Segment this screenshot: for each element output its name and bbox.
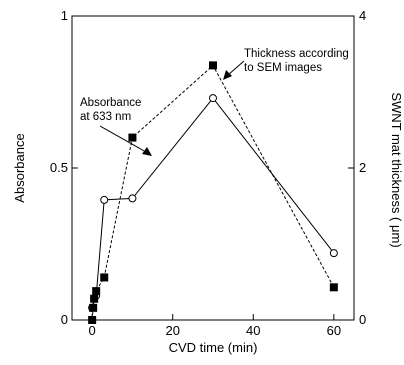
annotation-thickness-arrow xyxy=(227,60,245,76)
series-layer xyxy=(88,61,338,324)
data-point-square xyxy=(88,316,97,324)
data-point-circle xyxy=(128,194,137,203)
series-2 xyxy=(88,61,338,324)
data-point-square xyxy=(128,133,137,142)
series-line xyxy=(91,97,335,308)
y-left-tick-label: 0 xyxy=(61,312,68,327)
annotation-layer: Absorbance at 633 nm Thickness according to… xyxy=(80,48,349,156)
y-left-tick-label: 1 xyxy=(61,8,68,23)
series-1 xyxy=(88,94,338,312)
annotation-absorbance-arrowhead xyxy=(142,147,152,156)
axes: 0 20 40 60 0 0.5 1 0 2 4 CVD time (min) Absorbance S… xyxy=(12,8,404,355)
data-point-circle xyxy=(209,94,217,103)
series-line xyxy=(91,64,335,321)
data-point-circle xyxy=(329,249,338,258)
y-left-tick-label: 0.5 xyxy=(50,160,68,175)
data-point-square xyxy=(209,61,217,70)
x-axis-label: CVD time (min) xyxy=(169,340,258,355)
x-tick-label: 40 xyxy=(246,323,260,338)
annotation-absorbance-text: at 633 nm xyxy=(80,111,131,123)
y-right-tick-label: 4 xyxy=(359,8,366,23)
data-point-square xyxy=(89,303,98,312)
y-right-tick-label: 2 xyxy=(359,160,366,175)
x-tick-label: 20 xyxy=(165,323,179,338)
y-right-tick-label: 0 xyxy=(359,312,366,327)
data-point-square xyxy=(92,287,101,296)
data-point-square xyxy=(90,294,99,303)
annotation-absorbance-arrow xyxy=(99,125,147,153)
annotation-thickness-text: Thickness according xyxy=(244,48,349,60)
x-tick-label: 60 xyxy=(327,323,341,338)
x-tick-label: 0 xyxy=(89,323,96,338)
data-point-circle xyxy=(100,195,109,204)
y-left-axis-label: Absorbance xyxy=(12,133,27,202)
annotation-thickness-arrowhead xyxy=(223,70,232,80)
annotation-absorbance-text: Absorbance xyxy=(80,97,141,109)
data-point-square xyxy=(100,273,109,282)
annotation-thickness-text: to SEM images xyxy=(244,62,322,74)
data-point-square xyxy=(329,283,338,292)
y-right-axis-label: SWNT mat thickness ( μm) xyxy=(389,92,404,247)
